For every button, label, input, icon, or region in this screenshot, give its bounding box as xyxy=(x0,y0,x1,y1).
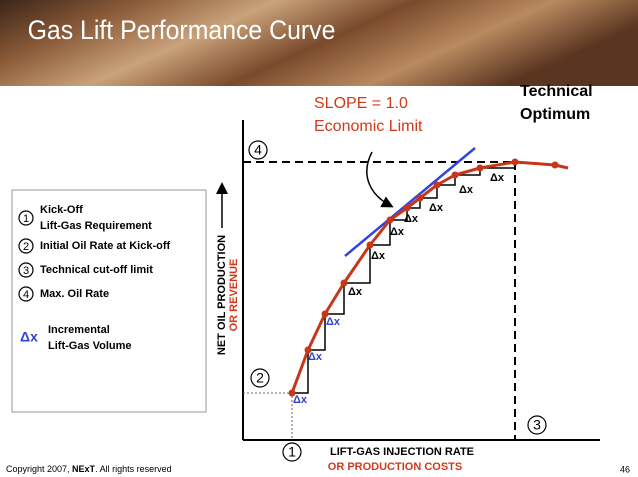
curve-point xyxy=(511,158,519,166)
curve-point xyxy=(403,204,411,212)
curve-point xyxy=(304,346,312,354)
legend-text: Technical cut-off limit xyxy=(40,264,153,276)
step-label: Δx xyxy=(404,213,419,225)
step-line xyxy=(292,162,516,394)
step-label: Δx xyxy=(459,184,474,196)
marker-circle xyxy=(18,286,34,302)
y-axis-label: OR REVENUE xyxy=(228,259,240,332)
marker-label: 1 xyxy=(288,444,296,460)
page-number: 46 xyxy=(620,464,630,474)
step-label: Δx xyxy=(490,172,505,184)
marker-label: 3 xyxy=(533,417,541,433)
brand: NExT xyxy=(72,464,96,474)
header-banner xyxy=(0,0,638,86)
curve-point xyxy=(433,181,441,189)
footer: Copyright 2007, NExT. All rights reserve… xyxy=(6,464,172,474)
kickoff-line xyxy=(243,392,293,440)
legend-text: Incremental xyxy=(48,324,110,336)
title: Gas Lift Performance Curve xyxy=(28,16,336,45)
step-label: Δx xyxy=(390,226,405,238)
marker-circle xyxy=(250,368,270,388)
curve-point xyxy=(288,389,296,397)
curve-point xyxy=(321,310,329,318)
curve-point xyxy=(386,216,394,224)
annotation: SLOPE = 1.0 xyxy=(314,95,408,112)
curve-point xyxy=(416,194,424,202)
step-label: Δx xyxy=(371,250,386,262)
step-label: Δx xyxy=(326,316,341,328)
marker-label: 4 xyxy=(254,142,262,158)
marker-label: 4 xyxy=(23,289,29,301)
marker-circle xyxy=(18,238,34,254)
marker-label: 2 xyxy=(23,241,29,253)
legend-text: Lift-Gas Volume xyxy=(48,340,132,352)
tangent-line xyxy=(344,147,476,257)
marker-circle xyxy=(18,210,34,226)
annotation: Technical xyxy=(520,83,593,100)
curve-point xyxy=(451,171,459,179)
step-label: Δx xyxy=(308,351,323,363)
marker-circle xyxy=(248,140,268,160)
legend-text: Max. Oil Rate xyxy=(40,288,109,300)
x-axis-label: OR PRODUCTION COSTS xyxy=(328,461,462,473)
legend-text: Kick-Off xyxy=(40,204,83,216)
copyright: . All rights reserved xyxy=(95,464,172,474)
performance-curve xyxy=(290,160,569,394)
marker-label: 2 xyxy=(256,370,264,386)
x-axis-label: LIFT-GAS INJECTION RATE xyxy=(330,446,474,458)
copyright: Copyright 2007, xyxy=(6,464,72,474)
annotation: Economic Limit xyxy=(314,118,423,135)
legend-marker: Δx xyxy=(20,329,38,345)
curve-point xyxy=(476,164,484,172)
legend-text: Initial Oil Rate at Kick-off xyxy=(40,240,171,252)
curve-point xyxy=(551,161,559,169)
legend-box xyxy=(11,189,207,413)
legend-text: Lift-Gas Requirement xyxy=(40,220,152,232)
curve-point xyxy=(366,241,374,249)
marker-circle xyxy=(527,415,547,435)
step-label: Δx xyxy=(293,394,308,406)
marker-circle xyxy=(18,262,34,278)
marker-label: 3 xyxy=(23,265,29,277)
marker-circle xyxy=(282,442,302,462)
step-label: Δx xyxy=(429,202,444,214)
arrow xyxy=(366,151,394,208)
annotation: Optimum xyxy=(520,106,590,123)
marker-label: 1 xyxy=(23,213,29,225)
y-axis-label: NET OIL PRODUCTION xyxy=(216,235,228,355)
curve-point xyxy=(340,279,348,287)
step-label: Δx xyxy=(348,286,363,298)
